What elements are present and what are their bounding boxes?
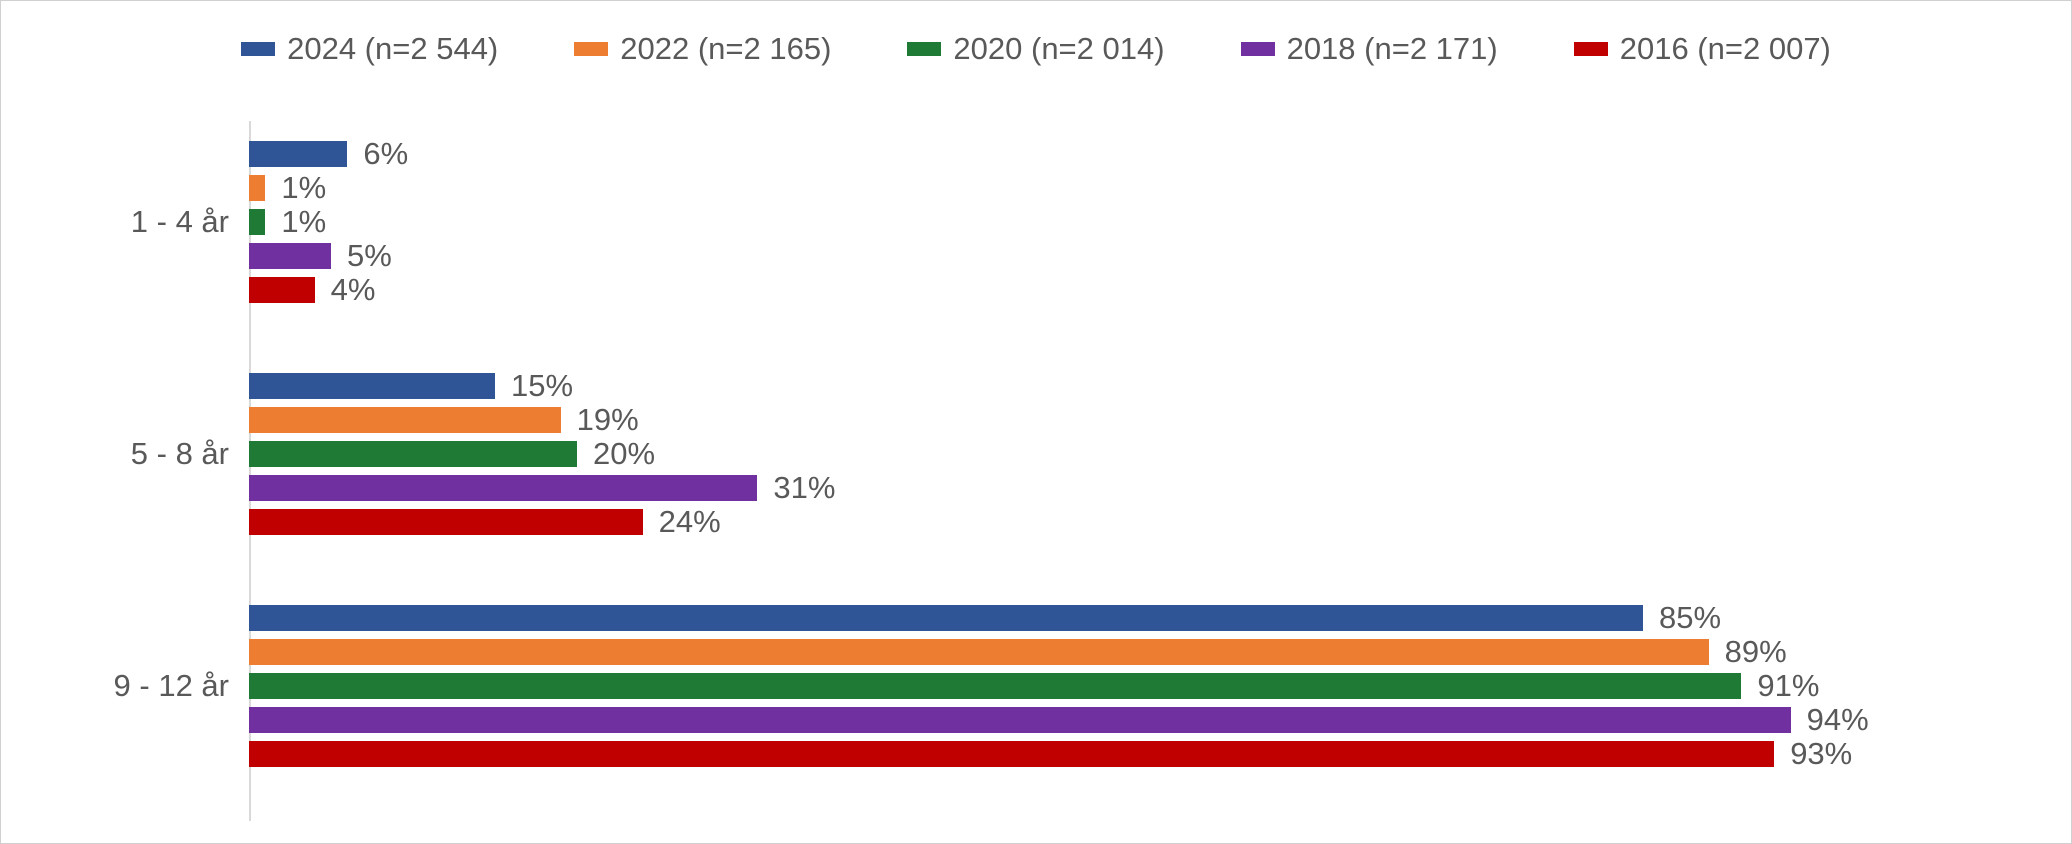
bar-value-label: 85% [1643, 600, 1721, 636]
bar-row: 31% [249, 475, 1889, 501]
bar: 94% [249, 707, 1791, 733]
category-label: 1 - 4 år [29, 204, 229, 240]
bar: 31% [249, 475, 757, 501]
bar-value-label: 24% [643, 504, 721, 540]
bar: 89% [249, 639, 1709, 665]
bar-row: 15% [249, 373, 1889, 399]
bar: 6% [249, 141, 347, 167]
bar-value-label: 20% [577, 436, 655, 472]
bar-row: 24% [249, 509, 1889, 535]
legend-swatch [1574, 42, 1608, 56]
bar: 4% [249, 277, 315, 303]
legend-label: 2016 (n=2 007) [1620, 31, 1831, 67]
legend-item: 2018 (n=2 171) [1241, 31, 1498, 67]
category-group: 9 - 12 år 85% 89% 91% 94% [249, 605, 1889, 767]
bar-row: 6% [249, 141, 1889, 167]
plot-area: 1 - 4 år 6% 1% 1% 5% [249, 121, 1889, 821]
category-group: 5 - 8 år 15% 19% 20% 31% [249, 373, 1889, 535]
legend-label: 2022 (n=2 165) [620, 31, 831, 67]
bar-row: 89% [249, 639, 1889, 665]
legend-label: 2018 (n=2 171) [1287, 31, 1498, 67]
category-label: 9 - 12 år [29, 668, 229, 704]
bar-value-label: 4% [315, 272, 376, 308]
bar: 91% [249, 673, 1741, 699]
bar: 85% [249, 605, 1643, 631]
bar-row: 20% [249, 441, 1889, 467]
legend-item: 2024 (n=2 544) [241, 31, 498, 67]
bar: 1% [249, 209, 265, 235]
bar-value-label: 19% [561, 402, 639, 438]
legend-swatch [907, 42, 941, 56]
legend-swatch [241, 42, 275, 56]
bar-row: 5% [249, 243, 1889, 269]
chart-container: 2024 (n=2 544) 2022 (n=2 165) 2020 (n=2 … [0, 0, 2072, 844]
category-group: 1 - 4 år 6% 1% 1% 5% [249, 141, 1889, 303]
bar-value-label: 5% [331, 238, 392, 274]
bar-row: 94% [249, 707, 1889, 733]
bar-value-label: 31% [757, 470, 835, 506]
legend-swatch [1241, 42, 1275, 56]
legend: 2024 (n=2 544) 2022 (n=2 165) 2020 (n=2 … [1, 31, 2071, 67]
bar-value-label: 91% [1741, 668, 1819, 704]
bar-value-label: 89% [1709, 634, 1787, 670]
bar-value-label: 1% [265, 204, 326, 240]
legend-item: 2022 (n=2 165) [574, 31, 831, 67]
legend-swatch [574, 42, 608, 56]
category-label: 5 - 8 år [29, 436, 229, 472]
bar-row: 19% [249, 407, 1889, 433]
bar: 15% [249, 373, 495, 399]
legend-label: 2020 (n=2 014) [953, 31, 1164, 67]
bar-value-label: 93% [1774, 736, 1852, 772]
bar: 19% [249, 407, 561, 433]
bar-value-label: 94% [1791, 702, 1869, 738]
bar-row: 1% [249, 175, 1889, 201]
bar-value-label: 15% [495, 368, 573, 404]
bar-value-label: 1% [265, 170, 326, 206]
bar: 20% [249, 441, 577, 467]
bar-row: 91% [249, 673, 1889, 699]
bar-value-label: 6% [347, 136, 408, 172]
bar-row: 93% [249, 741, 1889, 767]
legend-label: 2024 (n=2 544) [287, 31, 498, 67]
bar: 5% [249, 243, 331, 269]
bar-row: 1% [249, 209, 1889, 235]
bar-row: 85% [249, 605, 1889, 631]
bar: 24% [249, 509, 643, 535]
bar-row: 4% [249, 277, 1889, 303]
bar: 1% [249, 175, 265, 201]
bar: 93% [249, 741, 1774, 767]
legend-item: 2020 (n=2 014) [907, 31, 1164, 67]
legend-item: 2016 (n=2 007) [1574, 31, 1831, 67]
